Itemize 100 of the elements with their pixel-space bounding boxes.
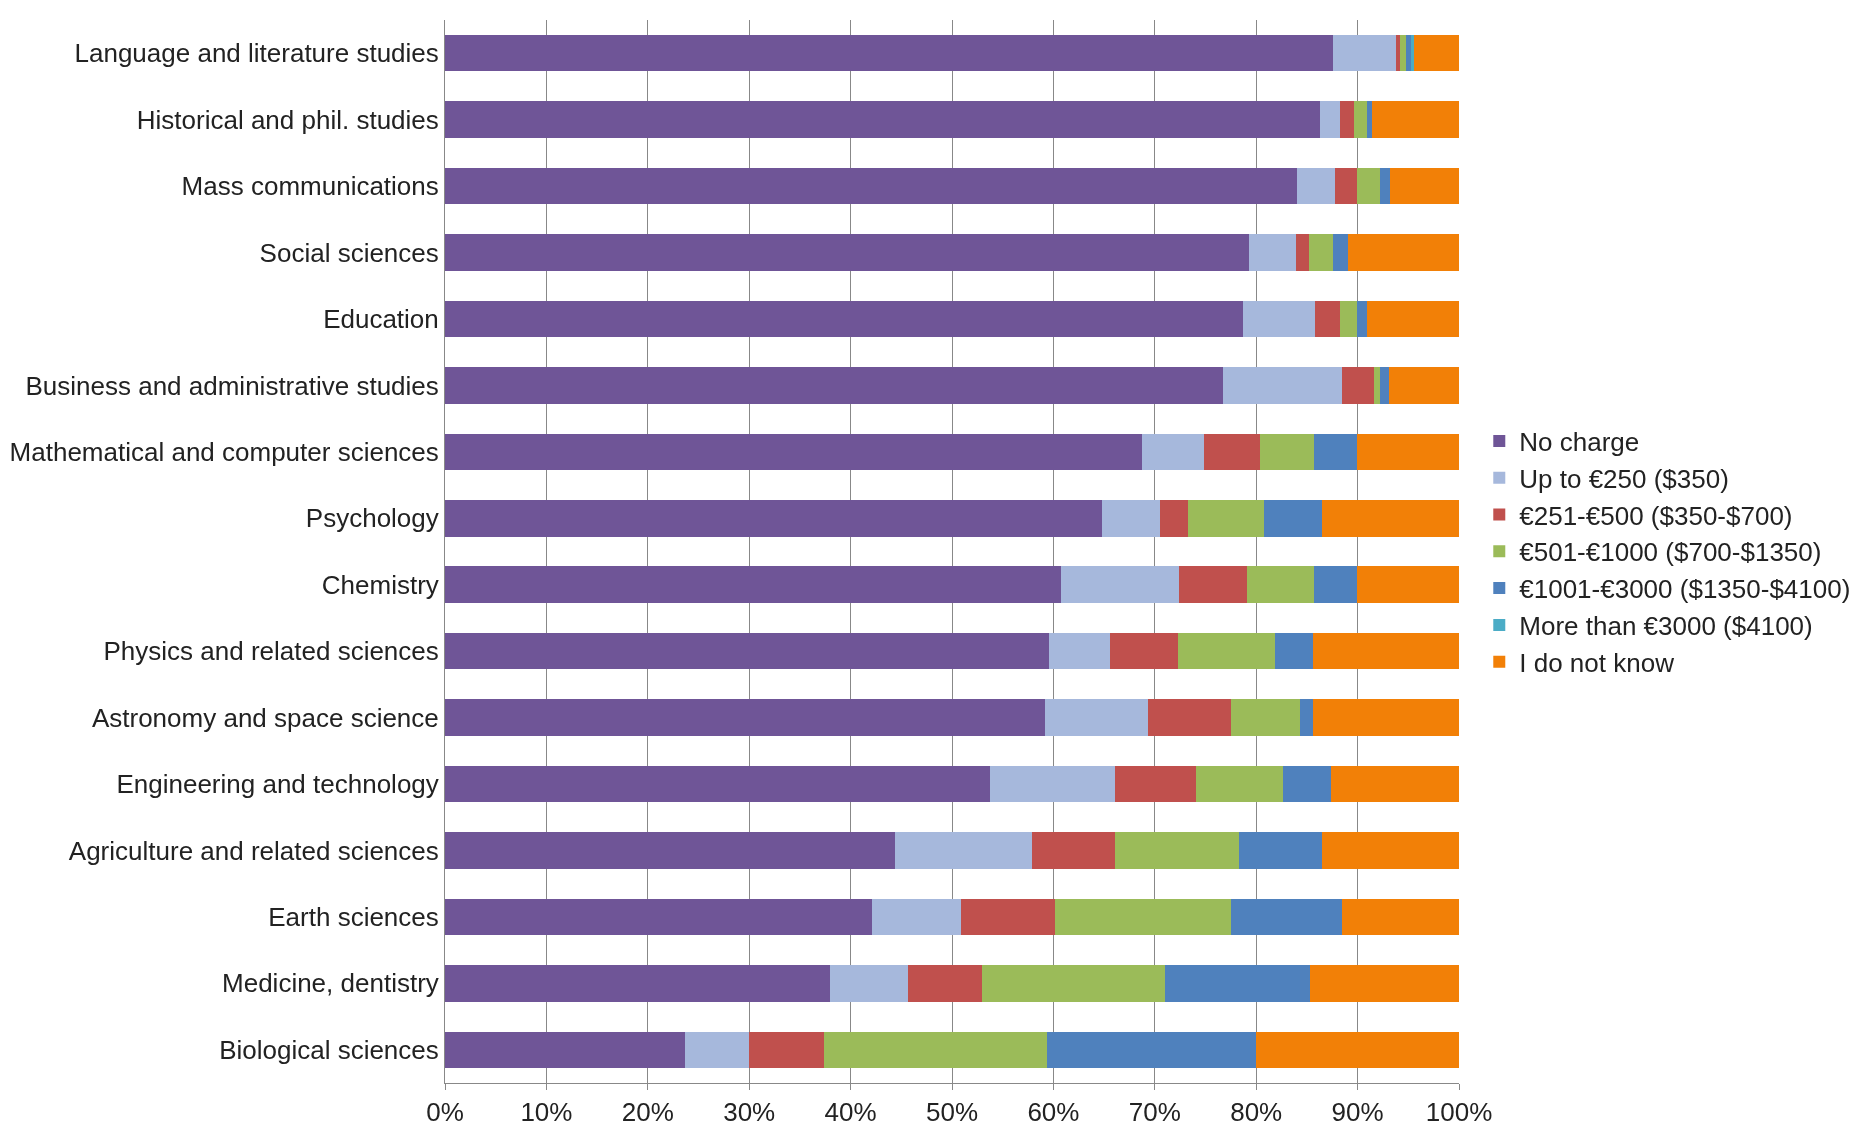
bar bbox=[1312, 699, 1459, 736]
bar bbox=[1312, 632, 1459, 670]
bar bbox=[895, 832, 1033, 869]
y-tick-label: Biological sciences bbox=[219, 1034, 439, 1065]
y-tick-label: Psychology bbox=[305, 503, 439, 534]
bar bbox=[1356, 566, 1459, 603]
bar bbox=[824, 1031, 1048, 1069]
bar bbox=[1342, 367, 1374, 404]
bar bbox=[1256, 1031, 1459, 1069]
bar bbox=[1335, 167, 1357, 205]
bar bbox=[1379, 367, 1390, 404]
bar bbox=[1045, 699, 1148, 736]
bar bbox=[1282, 765, 1332, 803]
bar bbox=[1322, 832, 1459, 869]
bar bbox=[445, 832, 896, 869]
bar bbox=[961, 898, 1056, 936]
bar bbox=[1275, 632, 1313, 670]
bar bbox=[1411, 34, 1415, 72]
bar bbox=[1222, 367, 1343, 404]
bar bbox=[1340, 300, 1357, 338]
bar bbox=[445, 167, 1297, 205]
bar bbox=[1373, 367, 1380, 404]
bar bbox=[1260, 433, 1314, 471]
bar bbox=[1414, 34, 1459, 72]
bar bbox=[1178, 632, 1276, 670]
bar bbox=[1331, 765, 1459, 803]
x-tick-label: 80% bbox=[1230, 1097, 1283, 1128]
bar bbox=[445, 1031, 686, 1069]
bar bbox=[1333, 234, 1349, 271]
bar bbox=[1295, 234, 1309, 271]
bar bbox=[1238, 832, 1323, 869]
legend-label: I do not know bbox=[1519, 647, 1675, 678]
bar bbox=[1032, 832, 1116, 869]
bar bbox=[1115, 832, 1239, 869]
bar bbox=[445, 566, 1061, 603]
x-tick-label: 10% bbox=[520, 1097, 573, 1128]
legend-label: €501-€1000 ($700-$1350) bbox=[1519, 537, 1822, 568]
bar bbox=[1366, 300, 1459, 338]
y-tick-label: Physics and related sciences bbox=[103, 636, 439, 667]
x-tick-label: 100% bbox=[1425, 1097, 1493, 1128]
bar bbox=[445, 300, 1244, 338]
bar bbox=[1356, 300, 1367, 338]
bar bbox=[1141, 433, 1205, 471]
y-tick-label: Social sciences bbox=[259, 237, 439, 268]
bar bbox=[1110, 632, 1179, 670]
x-tick-label: 60% bbox=[1027, 1097, 1080, 1128]
bar bbox=[1060, 566, 1180, 603]
x-tick-label: 20% bbox=[621, 1097, 674, 1128]
bar bbox=[871, 898, 962, 936]
x-tick-label: 40% bbox=[824, 1097, 877, 1128]
bar bbox=[1264, 500, 1323, 537]
y-tick-label: Historical and phil. studies bbox=[136, 104, 439, 135]
bar bbox=[1342, 898, 1459, 936]
bar bbox=[1243, 300, 1316, 338]
bar bbox=[1247, 566, 1314, 603]
bar bbox=[1340, 101, 1354, 138]
bar bbox=[830, 965, 909, 1002]
bar bbox=[1314, 433, 1357, 471]
bar bbox=[1309, 965, 1459, 1002]
bar bbox=[1164, 965, 1310, 1002]
bar bbox=[1396, 34, 1401, 72]
y-tick-label: Agriculture and related sciences bbox=[68, 835, 439, 866]
y-tick-label: Language and literature studies bbox=[74, 38, 439, 69]
bar bbox=[1390, 167, 1459, 205]
bar bbox=[445, 699, 1046, 736]
legend-label: No charge bbox=[1519, 427, 1640, 458]
bar bbox=[989, 765, 1116, 803]
bar bbox=[445, 632, 1050, 670]
bar bbox=[1196, 765, 1283, 803]
bar bbox=[445, 433, 1142, 471]
y-tick-label: Education bbox=[323, 304, 439, 335]
x-tick-label: 70% bbox=[1128, 1097, 1181, 1128]
bar bbox=[1322, 500, 1459, 537]
bar bbox=[1308, 234, 1334, 271]
bar bbox=[1055, 898, 1231, 936]
bar bbox=[445, 34, 1334, 72]
bar bbox=[1102, 500, 1160, 537]
x-tick-label: 50% bbox=[925, 1097, 979, 1128]
bar bbox=[1179, 566, 1248, 603]
y-tick-label: Medicine, dentistry bbox=[222, 968, 439, 999]
bar bbox=[1188, 500, 1265, 537]
bar bbox=[1204, 433, 1261, 471]
y-tick-label: Chemistry bbox=[321, 569, 439, 600]
bar bbox=[1379, 167, 1391, 205]
bar bbox=[445, 765, 990, 803]
bar bbox=[1400, 34, 1407, 72]
bar bbox=[685, 1031, 750, 1069]
bar bbox=[1047, 1031, 1257, 1069]
bar bbox=[1356, 433, 1459, 471]
y-tick-label: Business and administrative studies bbox=[25, 370, 439, 401]
legend-label: €251-€500 ($350-$700) bbox=[1519, 500, 1793, 531]
legend-label: More than €3000 ($4100) bbox=[1519, 611, 1813, 642]
bar bbox=[1371, 101, 1459, 138]
bar bbox=[749, 1031, 825, 1069]
x-tick-label: 90% bbox=[1331, 1097, 1384, 1128]
legend-label: €1001-€3000 ($1350-$4100) bbox=[1519, 574, 1851, 605]
x-tick-label: 30% bbox=[723, 1097, 776, 1128]
bar bbox=[1296, 167, 1336, 205]
bar bbox=[908, 965, 983, 1002]
bar bbox=[1159, 500, 1189, 537]
